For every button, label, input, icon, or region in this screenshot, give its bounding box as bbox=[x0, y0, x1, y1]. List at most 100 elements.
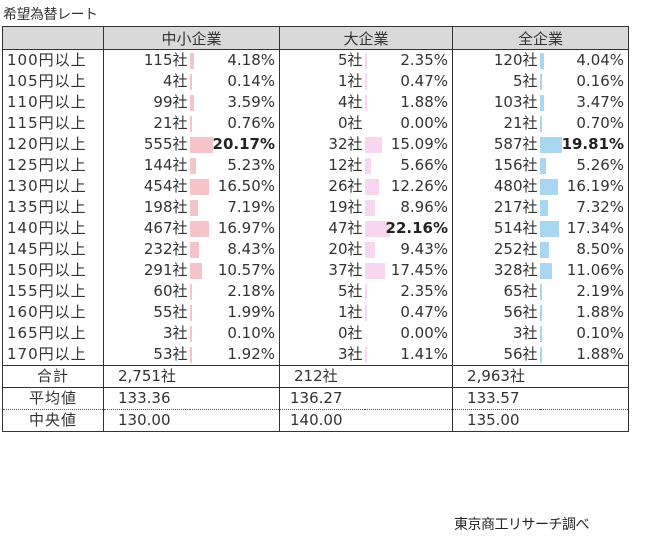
sme-count: 198社 bbox=[143, 198, 188, 216]
large-percent-value: 15.09% bbox=[390, 135, 449, 153]
sme-percent: 1.99% bbox=[189, 302, 281, 323]
rate-label: 125円以上 bbox=[2, 155, 104, 176]
table-row: 130円以上 454社 16.50% 26社 12.26% 480社 16.19% bbox=[2, 176, 630, 197]
all-count: 514社 bbox=[493, 219, 538, 237]
table-row: 135円以上 198社 7.19% 19社 8.96% 217社 7.32% bbox=[2, 197, 630, 218]
sme-count: 21社 bbox=[153, 114, 188, 132]
all-count: 3社 bbox=[512, 324, 538, 342]
rate-label: 160円以上 bbox=[2, 302, 104, 323]
large-percent-value: 0.47% bbox=[400, 303, 449, 321]
table-row: 140円以上 467社 16.97% 47社 22.16% 514社 17.34% bbox=[2, 218, 630, 239]
sme-data-bar bbox=[189, 137, 213, 153]
sme-data-bar bbox=[189, 179, 209, 195]
all-count: 56社 bbox=[503, 303, 538, 321]
sme-percent-value: 16.97% bbox=[217, 219, 276, 237]
total-all: 2,963社 bbox=[452, 365, 630, 388]
rate-label: 110円以上 bbox=[2, 92, 104, 113]
total-large: 212社 bbox=[279, 365, 454, 388]
large-percent: 5.66% bbox=[364, 155, 454, 176]
all-count: 252社 bbox=[493, 240, 538, 258]
large-data-bar bbox=[364, 305, 367, 321]
sme-percent-value: 0.76% bbox=[227, 114, 276, 132]
all-count: 328社 bbox=[493, 261, 538, 279]
all-percent: 2.19% bbox=[539, 281, 630, 302]
sme-count: 60社 bbox=[153, 282, 188, 300]
rate-label: 170円以上 bbox=[2, 344, 104, 366]
large-count: 0社 bbox=[337, 324, 363, 342]
all-percent: 0.70% bbox=[539, 113, 630, 134]
large-percent-value: 5.66% bbox=[400, 156, 449, 174]
all-percent-value: 1.88% bbox=[576, 345, 625, 363]
exchange-rate-table: 中小企業 大企業 全企業 100円以上 115社 4.18% 5社 2.35% 120社 4… bbox=[2, 26, 630, 432]
large-count: 4社 bbox=[337, 93, 363, 111]
all-count: 587社 bbox=[493, 135, 538, 153]
all-count: 56社 bbox=[452, 344, 540, 366]
all-data-bar bbox=[539, 242, 550, 258]
sme-percent: 5.23% bbox=[189, 155, 281, 176]
all-count: 21社 bbox=[503, 114, 538, 132]
large-percent: 0.47% bbox=[364, 302, 454, 323]
large-data-bar bbox=[364, 74, 367, 90]
total-row: 合計 2,751社 212社 2,963社 bbox=[2, 365, 630, 388]
table-row: 160円以上 55社 1.99% 1社 0.47% 56社 1.88% bbox=[2, 302, 630, 323]
all-count: 65社 bbox=[503, 282, 538, 300]
large-count: 3社 bbox=[279, 344, 365, 366]
sme-data-bar bbox=[189, 347, 192, 363]
table-row: 115円以上 21社 0.76% 0社 0.00% 21社 0.70% bbox=[2, 113, 630, 134]
header-row: 中小企業 大企業 全企業 bbox=[2, 26, 630, 50]
all-percent-value: 19.81% bbox=[561, 135, 625, 153]
large-percent-value: 1.88% bbox=[400, 93, 449, 111]
all-percent-value: 17.34% bbox=[566, 219, 625, 237]
large-percent: 1.41% bbox=[364, 344, 454, 366]
rate-label: 130円以上 bbox=[2, 176, 104, 197]
all-percent-value: 16.19% bbox=[566, 177, 625, 195]
large-data-bar bbox=[364, 53, 368, 69]
all-data-bar bbox=[539, 158, 546, 174]
table-body: 100円以上 115社 4.18% 5社 2.35% 120社 4.04% 105円以上 4社 0… bbox=[2, 49, 630, 366]
sme-percent-value: 7.19% bbox=[227, 198, 276, 216]
all-percent-value: 5.26% bbox=[576, 156, 625, 174]
sme-count: 454社 bbox=[143, 177, 188, 195]
sme-percent-value: 8.43% bbox=[227, 240, 276, 258]
rate-label: 115円以上 bbox=[2, 113, 104, 134]
sme-data-bar bbox=[189, 305, 192, 321]
rate-label: 135円以上 bbox=[2, 197, 104, 218]
all-data-bar bbox=[539, 347, 542, 363]
large-percent: 9.43% bbox=[364, 239, 454, 260]
all-percent: 1.88% bbox=[539, 302, 630, 323]
large-data-bar bbox=[364, 221, 391, 237]
rate-label: 140円以上 bbox=[2, 218, 104, 239]
large-percent: 0.47% bbox=[364, 71, 454, 92]
large-data-bar bbox=[364, 242, 376, 258]
large-percent-value: 0.00% bbox=[400, 324, 449, 342]
rate-label: 165円以上 bbox=[2, 323, 104, 344]
large-count: 47社 bbox=[328, 219, 363, 237]
large-count: 37社 bbox=[328, 261, 363, 279]
large-percent: 17.45% bbox=[364, 260, 454, 281]
all-percent-value: 4.04% bbox=[576, 51, 625, 69]
rate-label: 105円以上 bbox=[2, 71, 104, 92]
large-percent: 0.00% bbox=[364, 323, 454, 344]
total-sme: 2,751社 bbox=[102, 365, 281, 388]
all-percent-value: 3.47% bbox=[576, 93, 625, 111]
header-rate bbox=[2, 26, 104, 50]
mean-large: 136.27 bbox=[279, 387, 454, 410]
all-percent-value: 0.70% bbox=[576, 114, 625, 132]
sme-data-bar bbox=[189, 200, 198, 216]
table-row: 110円以上 99社 3.59% 4社 1.88% 103社 3.47% bbox=[2, 92, 630, 113]
all-percent: 19.81% bbox=[539, 134, 630, 155]
all-percent-value: 2.19% bbox=[576, 282, 625, 300]
large-percent: 12.26% bbox=[364, 176, 454, 197]
mean-sme: 133.36 bbox=[102, 387, 281, 410]
all-count: 5社 bbox=[512, 72, 538, 90]
all-data-bar bbox=[539, 95, 544, 111]
all-data-bar bbox=[539, 221, 560, 237]
all-count: 120社 bbox=[493, 51, 538, 69]
table-row: 100円以上 115社 4.18% 5社 2.35% 120社 4.04% bbox=[2, 49, 630, 71]
all-count: 156社 bbox=[493, 156, 538, 174]
table-row: 125円以上 144社 5.23% 12社 5.66% 156社 5.26% bbox=[2, 155, 630, 176]
total-label: 合計 bbox=[2, 365, 104, 388]
table-row: 120円以上 555社 20.17% 32社 15.09% 587社 19.81% bbox=[2, 134, 630, 155]
large-percent: 8.96% bbox=[364, 197, 454, 218]
all-percent: 0.10% bbox=[539, 323, 630, 344]
